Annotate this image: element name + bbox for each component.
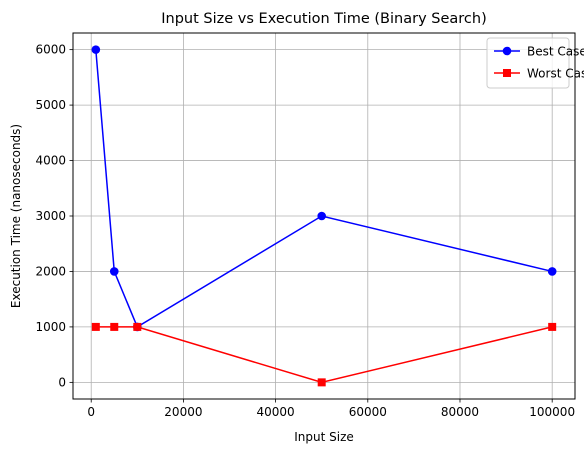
data-point-best-case [92,45,101,54]
legend-marker [503,69,511,77]
y-tick-label: 1000 [35,320,66,334]
y-tick-label: 3000 [35,209,66,223]
series-line-worst-case [96,327,552,382]
data-point-worst-case [133,323,141,331]
x-tick-label: 0 [87,405,95,419]
x-tick-label: 60000 [349,405,387,419]
series-line-best-case [96,50,552,327]
data-point-worst-case [110,323,118,331]
x-tick-label: 40000 [257,405,295,419]
x-tick-label: 20000 [164,405,202,419]
series-best-case [92,45,557,331]
series-worst-case [92,323,556,386]
x-tick-label: 100000 [529,405,575,419]
y-axis-label: Execution Time (nanoseconds) [9,124,23,308]
chart-title: Input Size vs Execution Time (Binary Sea… [161,11,486,27]
y-tick-label: 4000 [35,154,66,168]
legend-label: Best Case [527,45,584,59]
data-point-best-case [110,267,119,276]
data-point-best-case [317,212,326,221]
legend-label: Worst Case [527,67,584,81]
legend: Best Case Worst Case [487,38,584,88]
y-tick-label: 2000 [35,264,66,278]
x-tick-label: 80000 [441,405,479,419]
data-point-best-case [548,267,557,276]
data-point-worst-case [92,323,100,331]
legend-marker [503,47,512,56]
data-point-worst-case [318,378,326,386]
y-tick-label: 6000 [35,43,66,57]
y-tick-label: 5000 [35,98,66,112]
axis-ticks: 0 20000 40000 60000 80000 100000 0 1000 2000 3000… [35,43,575,419]
data-point-worst-case [548,323,556,331]
y-tick-label: 0 [58,375,66,389]
x-axis-label: Input Size [294,430,354,444]
